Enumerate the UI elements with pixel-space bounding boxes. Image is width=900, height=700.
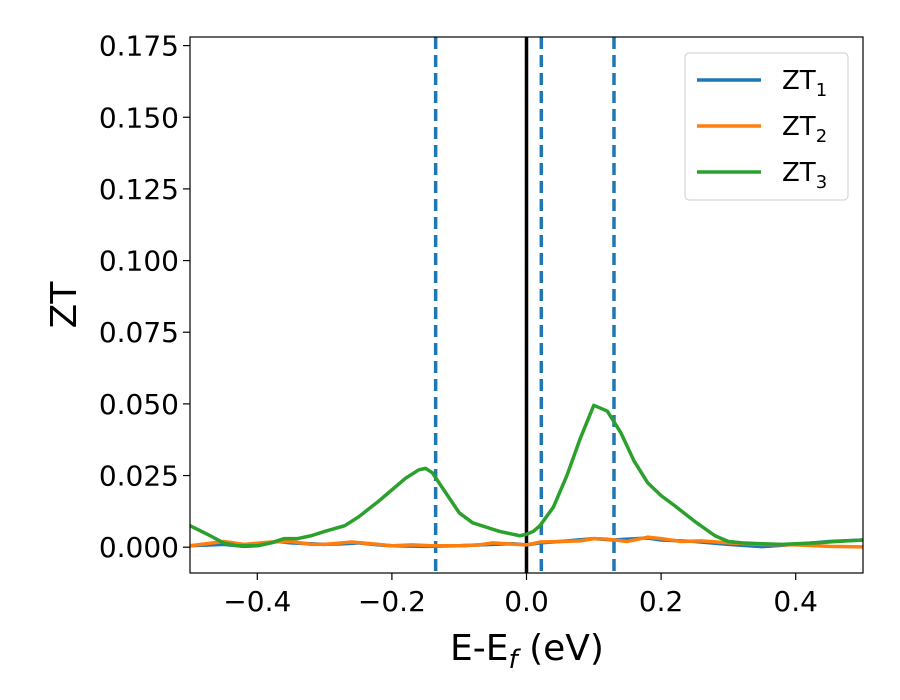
y-tick-label: 0.025 <box>99 460 179 493</box>
series-layer <box>190 403 863 549</box>
y-tick-label: 0.000 <box>99 531 179 564</box>
x-tick-label: 0.0 <box>504 585 549 618</box>
y-tick-label: 0.125 <box>99 173 179 206</box>
x-tick-label: 0.4 <box>773 585 818 618</box>
x-axis-label: E-Ef (eV) <box>450 628 604 675</box>
legend-box <box>684 52 849 201</box>
x-axis: −0.4 −0.2 0.0 0.2 0.4 <box>223 573 818 618</box>
vertical-reference-lines <box>433 37 616 573</box>
legend-label-2: ZT2 <box>782 112 827 147</box>
legend-label-1: ZT1 <box>782 66 827 101</box>
y-tick-label: 0.075 <box>99 316 179 349</box>
x-axis-label-main: E-E <box>450 628 508 669</box>
y-tick-label: 0.050 <box>99 388 179 421</box>
x-tick-label: 0.2 <box>639 585 684 618</box>
series-line-3 <box>190 403 863 548</box>
y-tick-label: 0.150 <box>99 101 179 134</box>
x-tick-label: −0.4 <box>223 585 291 618</box>
legend: ZT1 ZT2 ZT3 <box>684 52 849 201</box>
series-line-2 <box>190 535 863 549</box>
y-tick-label: 0.100 <box>99 245 179 278</box>
y-axis-label: ZT <box>44 281 85 329</box>
x-axis-label-unit: (eV) <box>518 628 604 669</box>
y-axis: 0.000 0.025 0.050 0.075 0.100 0.125 0.150 0.175 <box>99 30 190 564</box>
legend-label-3: ZT3 <box>782 158 827 193</box>
y-tick-label: 0.175 <box>99 30 179 63</box>
x-tick-label: −0.2 <box>358 585 426 618</box>
